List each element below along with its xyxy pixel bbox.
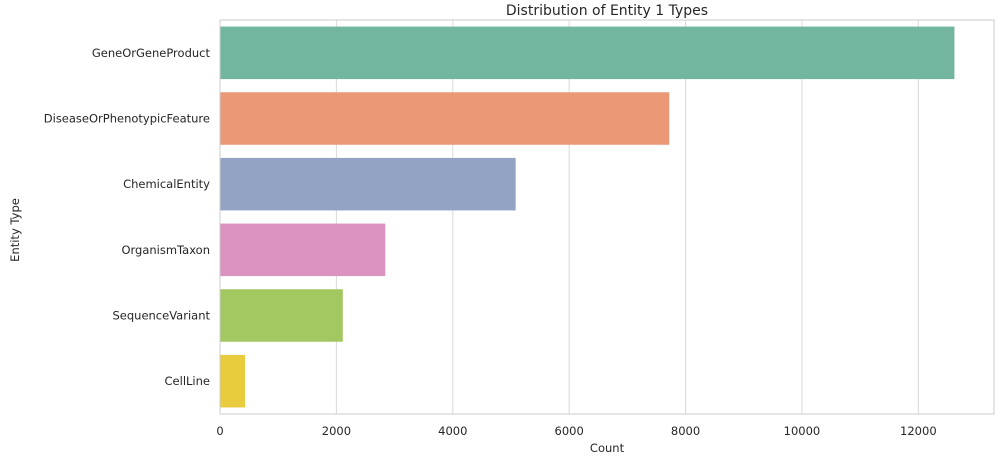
y-tick-label: OrganismTaxon xyxy=(121,243,210,257)
chart-title: Distribution of Entity 1 Types xyxy=(506,3,708,19)
y-tick-labels: GeneOrGeneProduct DiseaseOrPhenotypicFeat… xyxy=(44,46,211,388)
bar-layer xyxy=(220,26,955,408)
y-tick-label: ChemicalEntity xyxy=(123,177,210,191)
x-tick-label: 6000 xyxy=(555,424,584,438)
bar xyxy=(220,26,955,80)
bar xyxy=(220,289,343,342)
grid-layer xyxy=(219,20,919,414)
y-tick-label: DiseaseOrPhenotypicFeature xyxy=(44,112,210,126)
plot-frame xyxy=(219,19,995,415)
bar xyxy=(220,157,516,211)
x-axis-label: Count xyxy=(590,441,625,455)
y-tick-label: GeneOrGeneProduct xyxy=(92,46,211,60)
x-tick-label: 4000 xyxy=(438,424,467,438)
x-tick-label: 0 xyxy=(216,424,223,438)
y-tick-label: SequenceVariant xyxy=(112,309,210,323)
x-tick-labels: 0 2000 4000 6000 8000 10000 12000 xyxy=(216,424,936,438)
x-tick-label: 2000 xyxy=(322,424,351,438)
x-tick-label: 8000 xyxy=(671,424,700,438)
x-tick-label: 10000 xyxy=(784,424,821,438)
bar xyxy=(220,223,386,277)
x-tick-label: 12000 xyxy=(900,424,937,438)
y-axis-label: Entity Type xyxy=(8,198,22,262)
bar xyxy=(220,92,670,145)
bar xyxy=(220,354,246,408)
y-tick-label: CellLine xyxy=(165,374,210,388)
